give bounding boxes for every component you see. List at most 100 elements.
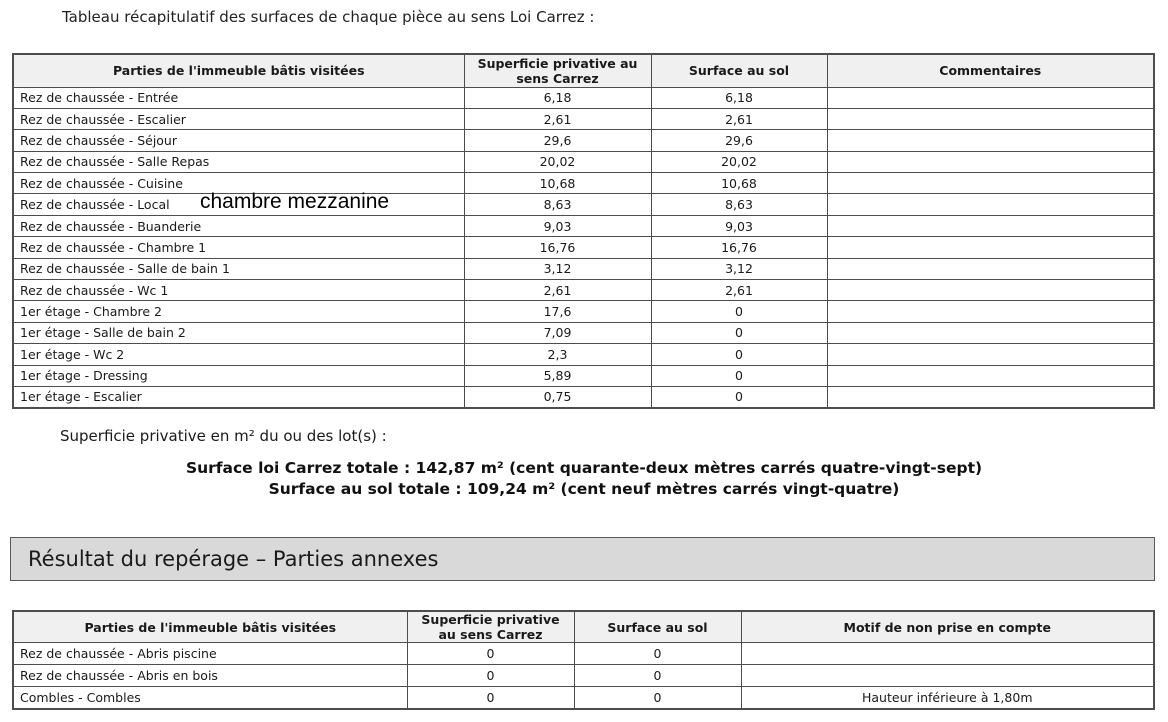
cell-comment — [826, 257, 1155, 281]
table-row: Rez de chaussée - Entrée 6,18 6,18 — [12, 86, 1155, 109]
cell-sol: 2,61 — [650, 279, 828, 302]
cell-carrez: 2,61 — [463, 107, 652, 131]
table-row: Rez de chaussée - Escalier 2,61 2,61 — [12, 107, 1155, 131]
page-title: Tableau récapitulatif des surfaces de ch… — [62, 8, 595, 26]
cell-comment — [826, 107, 1155, 131]
column-header-parties: Parties de l'immeuble bâtis visitées — [12, 610, 408, 643]
cell-label: Rez de chaussée - Entrée — [12, 86, 465, 109]
cell-carrez: 16,76 — [463, 236, 652, 259]
cell-comment — [826, 300, 1155, 323]
main-surfaces-table: Parties de l'immeuble bâtis visitées Sup… — [12, 53, 1155, 409]
cell-sol: 6,18 — [650, 86, 828, 109]
cell-comment — [826, 385, 1155, 409]
table-row: Combles - Combles 0 0 Hauteur inférieure à … — [12, 686, 1155, 709]
cell-sol: 9,03 — [650, 214, 828, 238]
cell-label: 1er étage - Salle de bain 2 — [12, 321, 465, 345]
cell-carrez: 7,09 — [463, 321, 652, 345]
cell-comment — [826, 279, 1155, 302]
cell-sol: 0 — [573, 664, 742, 687]
column-header-surface-sol: Surface au sol — [573, 610, 742, 643]
cell-label: Rez de chaussée - Escalier — [12, 107, 465, 131]
cell-comment — [826, 321, 1155, 345]
table-row: Rez de chaussée - Local 8,63 8,63 — [12, 193, 1155, 216]
table-row: Rez de chaussée - Salle Repas 20,02 20,02 — [12, 150, 1155, 174]
cell-carrez: 5,89 — [463, 364, 652, 387]
annex-table-header: Parties de l'immeuble bâtis visitées Sup… — [12, 610, 1155, 643]
annex-table-body: Rez de chaussée - Abris piscine 0 0 Rez de … — [12, 642, 1155, 709]
table-row: 1er étage - Escalier 0,75 0 — [12, 385, 1155, 409]
cell-carrez: 0,75 — [463, 385, 652, 409]
table-row: Rez de chaussée - Abris en bois 0 0 — [12, 664, 1155, 687]
cell-label: Rez de chaussée - Buanderie — [12, 214, 465, 238]
cell-carrez: 2,61 — [463, 279, 652, 302]
cell-carrez: 6,18 — [463, 86, 652, 109]
cell-carrez: 0 — [406, 686, 575, 709]
column-header-superficie-carrez: Superficie privative au sens Carrez — [463, 53, 652, 88]
cell-comment — [826, 86, 1155, 109]
table-row: Rez de chaussée - Wc 1 2,61 2,61 — [12, 279, 1155, 302]
cell-label: Rez de chaussée - Séjour — [12, 129, 465, 152]
cell-label: Rez de chaussée - Salle Repas — [12, 150, 465, 174]
cell-carrez: 20,02 — [463, 150, 652, 174]
main-table-header: Parties de l'immeuble bâtis visitées Sup… — [12, 53, 1155, 88]
cell-label: Rez de chaussée - Abris en bois — [12, 664, 408, 687]
sol-total-line: Surface au sol totale : 109,24 m² (cent … — [268, 480, 900, 498]
column-header-surface-sol: Surface au sol — [650, 53, 828, 88]
column-header-commentaires: Commentaires — [826, 53, 1155, 88]
cell-sol: 20,02 — [650, 150, 828, 174]
cell-sol: 0 — [650, 343, 828, 366]
header-row: Parties de l'immeuble bâtis visitées Sup… — [12, 53, 1155, 88]
cell-label: Combles - Combles — [12, 686, 408, 709]
cell-sol: 0 — [573, 642, 742, 665]
cell-sol: 10,68 — [650, 172, 828, 195]
annex-parts-table: Parties de l'immeuble bâtis visitées Sup… — [12, 610, 1155, 710]
table-row: 1er étage - Dressing 5,89 0 — [12, 364, 1155, 387]
totals-block: Surface loi Carrez totale : 142,87 m² (c… — [0, 458, 1168, 500]
table-row: 1er étage - Salle de bain 2 7,09 0 — [12, 321, 1155, 345]
cell-carrez: 17,6 — [463, 300, 652, 323]
table-row: Rez de chaussée - Chambre 1 16,76 16,76 — [12, 236, 1155, 259]
table-row: 1er étage - Wc 2 2,3 0 — [12, 343, 1155, 366]
cell-carrez: 29,6 — [463, 129, 652, 152]
carrez-total-line: Surface loi Carrez totale : 142,87 m² (c… — [185, 459, 983, 477]
cell-comment — [826, 129, 1155, 152]
cell-comment — [826, 172, 1155, 195]
cell-label: Rez de chaussée - Abris piscine — [12, 642, 408, 665]
cell-sol: 3,12 — [650, 257, 828, 281]
cell-sol: 29,6 — [650, 129, 828, 152]
cell-label: 1er étage - Escalier — [12, 385, 465, 409]
cell-label: Rez de chaussée - Wc 1 — [12, 279, 465, 302]
section-header-bar: Résultat du repérage – Parties annexes — [10, 537, 1155, 581]
cell-sol: 0 — [573, 686, 742, 709]
section-header-title: Résultat du repérage – Parties annexes — [28, 547, 439, 571]
cell-sol: 8,63 — [650, 193, 828, 216]
cell-sol: 2,61 — [650, 107, 828, 131]
cell-comment — [826, 214, 1155, 238]
cell-comment — [826, 236, 1155, 259]
cell-carrez: 3,12 — [463, 257, 652, 281]
cell-carrez: 8,63 — [463, 193, 652, 216]
header-row: Parties de l'immeuble bâtis visitées Sup… — [12, 610, 1155, 643]
column-header-parties: Parties de l'immeuble bâtis visitées — [12, 53, 465, 88]
main-table-body: Rez de chaussée - Entrée 6,18 6,18 Rez de c… — [12, 86, 1155, 409]
table-row: Rez de chaussée - Séjour 29,6 29,6 — [12, 129, 1155, 152]
cell-sol: 0 — [650, 300, 828, 323]
cell-comment — [826, 343, 1155, 366]
table-row: Rez de chaussée - Buanderie 9,03 9,03 — [12, 214, 1155, 238]
cell-label: 1er étage - Chambre 2 — [12, 300, 465, 323]
table-row: Rez de chaussée - Cuisine 10,68 10,68 — [12, 172, 1155, 195]
cell-label: Rez de chaussée - Salle de bain 1 — [12, 257, 465, 281]
cell-label: 1er étage - Dressing — [12, 364, 465, 387]
cell-sol: 0 — [650, 364, 828, 387]
cell-sol: 16,76 — [650, 236, 828, 259]
cell-label: 1er étage - Wc 2 — [12, 343, 465, 366]
cell-sol: 0 — [650, 385, 828, 409]
cell-label: Rez de chaussée - Chambre 1 — [12, 236, 465, 259]
table-row: Rez de chaussée - Abris piscine 0 0 — [12, 642, 1155, 665]
column-header-motif: Motif de non prise en compte — [740, 610, 1155, 643]
cell-comment — [826, 364, 1155, 387]
cell-carrez: 0 — [406, 664, 575, 687]
cell-motif — [740, 664, 1155, 687]
cell-carrez: 10,68 — [463, 172, 652, 195]
